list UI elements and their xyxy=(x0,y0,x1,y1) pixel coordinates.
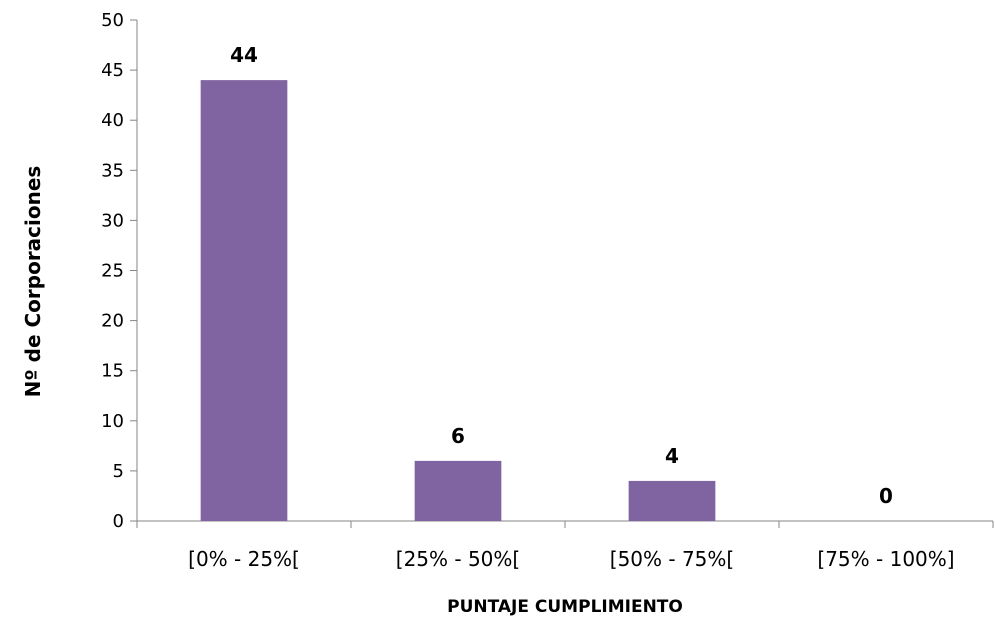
x-tick-label: [0% - 25%[ xyxy=(188,547,300,571)
x-axis: [0% - 25%[ [25% - 50%[ [50% - 75%[ [75% - 1… xyxy=(136,520,994,571)
y-tick-label: 40 xyxy=(101,110,124,131)
y-tick-label: 5 xyxy=(113,461,124,482)
bar xyxy=(414,460,502,521)
y-tick-label: 25 xyxy=(101,261,124,282)
y-tick-label: 15 xyxy=(101,361,124,382)
y-tick-label: 35 xyxy=(101,160,124,181)
y-axis-title: Nº de Corporaciones xyxy=(21,166,45,398)
y-tick-label: 30 xyxy=(101,210,124,231)
data-label: 6 xyxy=(451,424,465,448)
bar xyxy=(200,80,288,522)
x-tick-label: [25% - 50%[ xyxy=(396,547,520,571)
y-tick-label: 20 xyxy=(101,311,124,332)
bars xyxy=(200,80,716,522)
y-tick-label: 45 xyxy=(101,60,124,81)
x-tick-label: [75% - 100%] xyxy=(817,547,954,571)
x-tick-label: [50% - 75%[ xyxy=(610,547,734,571)
bar xyxy=(628,480,716,521)
data-label: 4 xyxy=(665,444,679,468)
data-labels: 44 6 4 0 xyxy=(230,43,893,508)
y-tick-label: 0 xyxy=(113,511,124,532)
y-tick-label: 50 xyxy=(101,10,124,31)
data-label: 0 xyxy=(879,484,893,508)
data-label: 44 xyxy=(230,43,258,67)
x-axis-title: PUNTAJE CUMPLIMIENTO xyxy=(447,597,683,617)
y-tick-label: 10 xyxy=(101,411,124,432)
y-axis: 0 5 10 15 20 25 30 35 40 45 50 xyxy=(101,10,138,532)
